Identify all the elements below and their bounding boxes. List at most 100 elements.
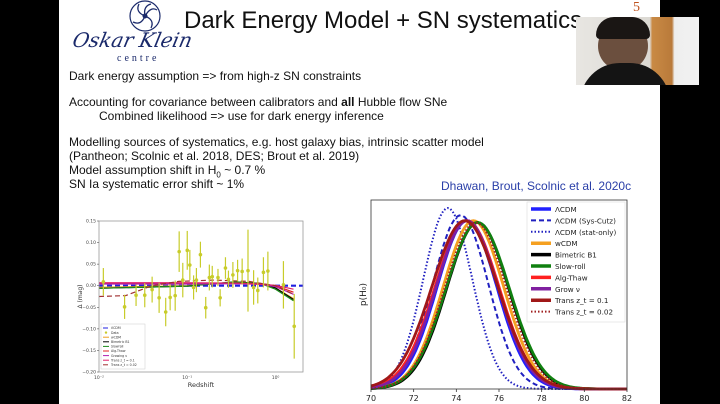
legend-label: Trans z_t = 0.02 <box>554 308 613 317</box>
y-tick-label: −0.05 <box>82 305 96 311</box>
data-point <box>240 269 244 274</box>
data-point <box>188 263 192 267</box>
data-point <box>101 280 106 284</box>
legend-label: Slow-roll <box>555 262 586 271</box>
data-point <box>157 295 161 300</box>
right-legend-box <box>526 201 626 323</box>
legend-label: wCDM <box>555 239 578 248</box>
bullet-bold: all <box>341 95 355 109</box>
y-tick-label: −0.10 <box>82 326 96 332</box>
legend-label: Trans z_t = 0.02 <box>110 363 137 367</box>
posterior-curve <box>370 221 627 390</box>
data-point <box>194 278 199 282</box>
legend-label: Data <box>111 331 119 335</box>
slide-title: Dark Energy Model + SN systematics <box>184 7 583 34</box>
x-tick-label: 76 <box>494 394 504 403</box>
legend-label: ΛCDM <box>111 326 121 330</box>
x-axis-label: Redshift <box>188 381 215 389</box>
data-point <box>266 269 270 273</box>
data-point <box>185 248 190 253</box>
x-tick-label: 72 <box>409 394 419 403</box>
y-tick-label: −0.15 <box>82 348 96 354</box>
bullet-modelling-systematics: Modelling sources of systematics, e.g. h… <box>69 135 484 149</box>
x-tick-label: 80 <box>579 394 589 403</box>
y-tick-label: 0.05 <box>86 262 96 268</box>
bullet-text: Accounting for covariance between calibr… <box>69 95 342 109</box>
data-point <box>168 295 172 300</box>
data-point <box>226 277 231 282</box>
bullet-dark-energy-assumption: Dark energy assumption => from high-z SN… <box>69 69 362 83</box>
presenter-webcam-video <box>576 17 699 85</box>
bullet-subscript: 0 <box>216 170 221 180</box>
legend-label: Alg-Thaw <box>555 273 588 282</box>
x-tick-label: 10⁰ <box>272 375 280 381</box>
data-point <box>191 285 196 290</box>
data-point <box>122 305 127 309</box>
y-tick-label: 0.00 <box>86 283 96 289</box>
y-tick-label: 0.10 <box>86 240 96 246</box>
oskar-klein-logo-emblem <box>129 0 161 32</box>
presenter-hair <box>596 17 650 39</box>
h0-posterior-chart: 70 72 74 76 78 80 82 p(H₀) ΛCDM ΛCDM (Sys-Cutz) ΛC… <box>359 199 632 403</box>
data-point <box>207 275 212 280</box>
data-point <box>173 293 177 298</box>
data-point <box>203 305 208 310</box>
data-point <box>134 293 138 298</box>
data-point <box>231 273 235 277</box>
x-tick-label: 10⁻² <box>94 375 104 381</box>
hubble-residual-chart: 0.15 0.10 0.05 0.00 −0.05 −0.10 −0.15 −0.2010⁻²… <box>77 219 304 389</box>
data-point <box>255 288 260 293</box>
x-tick-label: 78 <box>537 394 547 403</box>
data-point <box>177 249 181 254</box>
legend-label: ΛCDM (stat-only) <box>555 228 616 237</box>
bullet-references: (Pantheon; Scolnic et al. 2018, DES; Bro… <box>69 149 360 163</box>
legend-label: Trans z_t = 0.1 <box>554 296 608 305</box>
data-point <box>281 283 286 287</box>
legend-label: wCDM <box>111 335 121 339</box>
data-point <box>235 268 240 273</box>
data-point <box>246 268 250 273</box>
bullet-combined-likelihood: Combined likelihood => use for dark ener… <box>99 109 384 123</box>
data-point <box>223 266 228 270</box>
bullet-text: Hubble flow SNe <box>354 95 448 109</box>
legend-label: Grow ν <box>555 285 580 294</box>
data-point <box>210 274 215 279</box>
x-tick-label: 70 <box>366 394 376 403</box>
legend-label: Bimetric B1 <box>555 251 597 260</box>
legend-label: Slowroll <box>111 345 124 349</box>
bullet-sn-systematic-shift: SN Ia systematic error shift ~ 1% <box>69 177 245 191</box>
bullet-covariance: Accounting for covariance between calibr… <box>69 96 447 108</box>
legend-label: Alg-Thaw <box>111 349 126 353</box>
legend-label: ΛCDM (Sys-Cutz) <box>555 216 616 225</box>
presenter-body <box>580 63 670 85</box>
plot-frame <box>98 220 304 373</box>
citation: Dhawan, Brout, Scolnic et al. 2020c <box>441 179 632 193</box>
data-point <box>216 275 220 280</box>
x-tick-label: 82 <box>622 394 632 403</box>
y-tick-label: −0.20 <box>82 370 96 376</box>
data-point <box>180 278 185 282</box>
slide-number: 5 <box>633 0 640 15</box>
bullet-model-shift: Model assumption shift in H0 ~ 0.7 % <box>69 163 266 180</box>
y-axis-label: Δ (mag) <box>77 284 84 308</box>
data-point <box>142 293 147 298</box>
data-point <box>251 285 256 290</box>
legend-marker <box>104 331 108 334</box>
data-point <box>218 295 222 300</box>
legend-label: Trans z_t = 0.1 <box>110 358 135 362</box>
bullet-text: Model assumption shift in H <box>69 163 217 177</box>
y-tick-label: 0.15 <box>86 219 96 225</box>
data-point <box>261 270 266 275</box>
data-point <box>292 324 297 329</box>
data-point <box>198 252 203 257</box>
bullet-text: ~ 0.7 % <box>220 163 266 177</box>
y-axis-label: p(H₀) <box>359 283 369 306</box>
x-tick-label: 10⁻¹ <box>182 375 192 381</box>
logo-subtitle: centre <box>117 53 160 64</box>
legend-label: ΛCDM <box>555 205 577 214</box>
x-tick-label: 74 <box>451 394 461 403</box>
legend-label: Bimetric B1 <box>111 340 130 344</box>
data-point <box>150 287 154 292</box>
legend-label: Growing ν <box>111 354 127 358</box>
